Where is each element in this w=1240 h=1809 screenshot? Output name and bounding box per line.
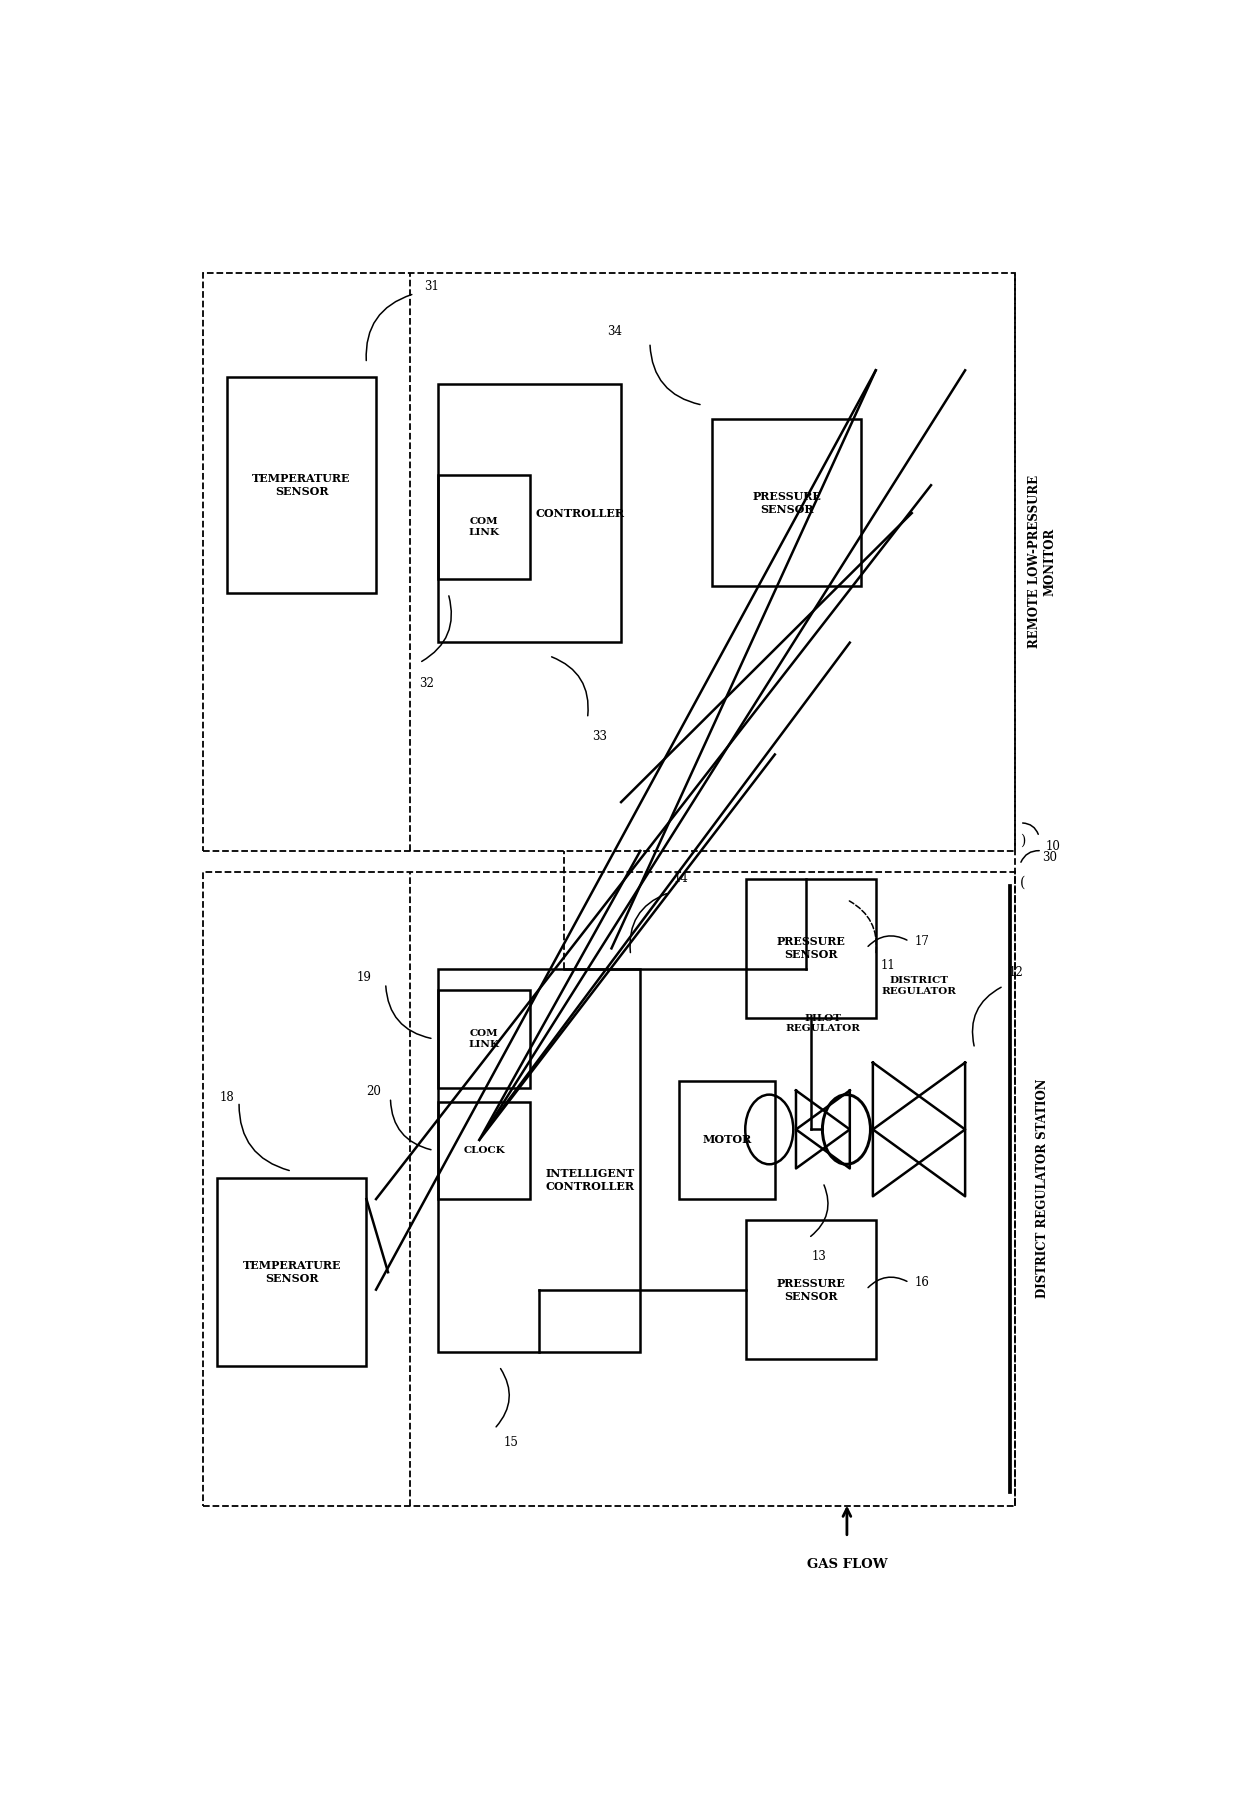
Text: DISTRICT REGULATOR STATION: DISTRICT REGULATOR STATION	[1035, 1078, 1049, 1299]
Text: TEMPERATURE
SENSOR: TEMPERATURE SENSOR	[243, 1261, 341, 1284]
Bar	[439, 990, 529, 1087]
Bar	[712, 420, 862, 586]
Text: CLOCK: CLOCK	[464, 1145, 505, 1154]
Text: 20: 20	[367, 1085, 381, 1098]
Bar	[439, 1102, 529, 1199]
Text: 17: 17	[914, 935, 929, 948]
Text: PRESSURE
SENSOR: PRESSURE SENSOR	[753, 490, 821, 514]
Text: 13: 13	[811, 1250, 826, 1263]
Polygon shape	[873, 1062, 965, 1196]
Bar	[227, 378, 376, 593]
Text: TEMPERATURE
SENSOR: TEMPERATURE SENSOR	[252, 474, 351, 497]
Text: 12: 12	[1008, 966, 1023, 979]
Text: 30: 30	[1042, 852, 1056, 865]
Text: 10: 10	[1045, 839, 1060, 854]
Text: 14: 14	[675, 872, 688, 885]
Text: 15: 15	[503, 1436, 518, 1449]
Text: PRESSURE
SENSOR: PRESSURE SENSOR	[776, 1277, 846, 1301]
Text: REMOTE LOW-PRESSURE
MONITOR: REMOTE LOW-PRESSURE MONITOR	[1028, 476, 1056, 648]
Text: GAS FLOW: GAS FLOW	[806, 1559, 888, 1572]
Polygon shape	[873, 1062, 965, 1196]
Text: 33: 33	[593, 731, 608, 743]
Bar	[678, 1080, 775, 1199]
Text: COM
LINK: COM LINK	[469, 1029, 500, 1049]
Text: INTELLIGENT
CONTROLLER: INTELLIGENT CONTROLLER	[546, 1169, 635, 1192]
Text: 32: 32	[419, 677, 434, 691]
Bar	[217, 1178, 367, 1366]
Bar	[439, 474, 529, 579]
Text: 34: 34	[606, 326, 621, 338]
Text: DISTRICT
REGULATOR: DISTRICT REGULATOR	[882, 977, 956, 995]
Bar	[746, 879, 875, 1018]
Text: ): )	[1019, 834, 1025, 847]
Text: 16: 16	[914, 1275, 929, 1290]
Bar	[439, 970, 640, 1353]
Text: 18: 18	[219, 1091, 234, 1103]
Text: CONTROLLER: CONTROLLER	[536, 508, 625, 519]
Bar	[203, 872, 1016, 1505]
Text: MOTOR: MOTOR	[702, 1134, 751, 1145]
Text: 19: 19	[357, 971, 372, 984]
Text: COM
LINK: COM LINK	[469, 517, 500, 537]
Bar	[203, 273, 1016, 850]
Bar	[746, 1219, 875, 1359]
Polygon shape	[796, 1091, 849, 1169]
Bar	[439, 384, 621, 642]
Text: PRESSURE
SENSOR: PRESSURE SENSOR	[776, 937, 846, 961]
Text: PILOT
REGULATOR: PILOT REGULATOR	[785, 1013, 861, 1033]
Polygon shape	[796, 1091, 849, 1169]
Text: (: (	[1019, 876, 1025, 890]
Text: 11: 11	[880, 959, 895, 971]
Text: 31: 31	[424, 280, 439, 293]
